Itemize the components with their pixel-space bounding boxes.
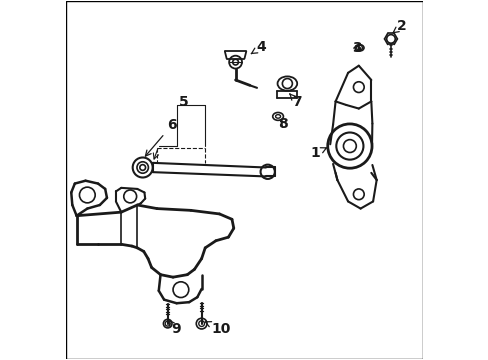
Text: 2: 2	[392, 19, 406, 33]
Text: 10: 10	[205, 322, 230, 336]
Text: 1: 1	[310, 146, 326, 160]
Text: 8: 8	[278, 117, 287, 131]
Text: 9: 9	[168, 320, 181, 336]
Text: 7: 7	[289, 94, 302, 109]
Text: 3: 3	[351, 41, 361, 55]
Text: 5: 5	[179, 95, 188, 109]
Text: 6: 6	[145, 118, 177, 156]
Text: 4: 4	[251, 40, 266, 54]
